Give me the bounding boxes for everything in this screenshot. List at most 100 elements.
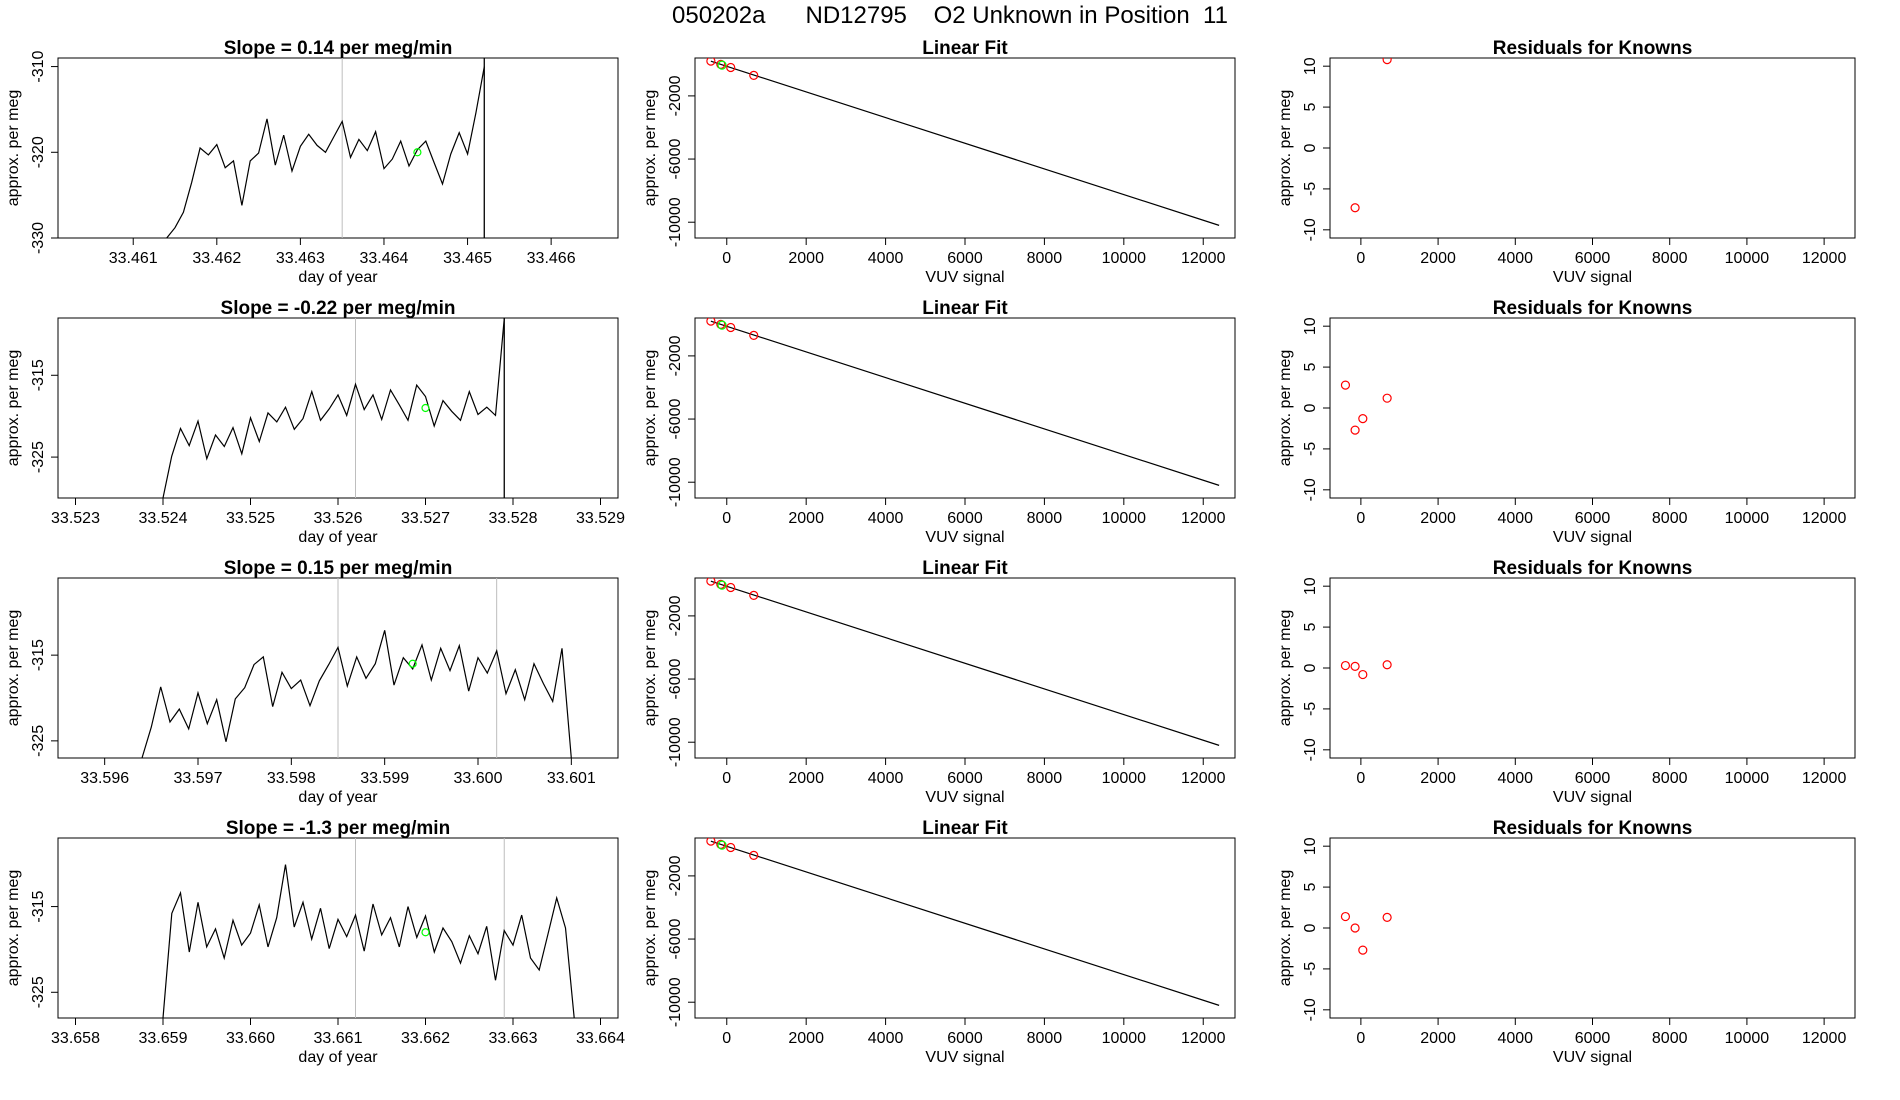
x-axis-label: day of year [298,269,378,286]
known-point [749,850,759,860]
plot-area [1350,58,1392,213]
unknown-point [717,60,727,70]
y-tick-label: 0 [1302,663,1319,672]
plot-frame [694,577,1236,759]
y-axis-label: approx. per meg [1277,870,1294,987]
plot-area [706,838,1220,1006]
x-tick-label: 2000 [788,250,824,267]
panel-r1-c1: Linear Fit 0 2000 4000 6000 8000 10000 12000 -10… [642,298,1236,546]
residual-point [1382,58,1392,65]
panel-title: Linear Fit [922,298,1008,319]
x-tick-label: 33.660 [226,1030,275,1047]
plot-frame [1329,57,1856,239]
x-tick-label: 33.600 [454,770,503,787]
panel-title: Linear Fit [922,558,1008,579]
y-tick-label: -315 [30,639,47,671]
known-point [716,319,726,329]
x-tick-label: 33.662 [401,1030,450,1047]
y-axis-label: approx. per meg [642,870,659,987]
x-tick-label: 6000 [947,1030,983,1047]
known-point [716,839,726,849]
known-point [706,838,716,846]
y-tick-label: -6000 [667,658,684,699]
residual-point [1382,660,1392,670]
x-tick-label: 6000 [1575,250,1611,267]
y-tick-label: -10 [1302,738,1319,761]
x-tick-label: 8000 [1652,770,1688,787]
panel-r1-c0: Slope = -0.22 per meg/min 33.523 33.524 33.… [5,298,625,546]
x-tick-label: 12000 [1802,770,1847,787]
x-tick-label: 0 [1356,250,1365,267]
plot-area [166,58,485,238]
y-tick-label: 10 [1302,317,1319,335]
x-tick-label: 33.524 [139,510,188,527]
mean-point [413,148,422,157]
residual-point [1382,393,1392,403]
x-tick-label: 33.526 [314,510,363,527]
panel-title: Residuals for Knowns [1493,38,1693,59]
x-tick-label: 6000 [947,510,983,527]
x-tick-label: 10000 [1725,510,1770,527]
plot-area [1340,911,1392,955]
x-tick-label: 10000 [1725,770,1770,787]
x-axis-label: VUV signal [1553,1049,1632,1066]
x-tick-label: 0 [1356,510,1365,527]
x-tick-label: 8000 [1027,250,1063,267]
x-tick-label: 33.658 [51,1030,100,1047]
series-line [162,318,505,498]
x-tick-label: 12000 [1802,1030,1847,1047]
x-axis-label: day of year [298,1049,378,1066]
residual-point [1358,669,1368,680]
residual-point [1350,923,1360,933]
y-tick-label: -10 [1302,218,1319,241]
x-tick-label: 33.523 [51,510,100,527]
unknown-point [717,840,727,850]
x-axis-label: VUV signal [1553,789,1632,806]
x-tick-label: 2000 [788,510,824,527]
x-tick-label: 0 [1356,770,1365,787]
y-tick-label: -6000 [667,398,684,439]
y-tick-label: 5 [1302,363,1319,372]
y-tick-label: 5 [1302,883,1319,892]
y-tick-label: 0 [1302,403,1319,412]
panel-title: Slope = 0.14 per meg/min [224,38,453,59]
mean-point [408,659,417,668]
x-tick-label: 8000 [1652,250,1688,267]
x-tick-label: 33.527 [401,510,450,527]
y-tick-label: 5 [1302,103,1319,112]
x-axis-label: VUV signal [925,789,1004,806]
residual-point [1340,660,1351,671]
plot-area [162,318,505,498]
y-tick-label: -6000 [667,138,684,179]
panel-title: Residuals for Knowns [1493,558,1693,579]
x-tick-label: 10000 [1102,1030,1147,1047]
x-tick-label: 12000 [1181,250,1226,267]
x-tick-label: 8000 [1652,510,1688,527]
x-tick-label: 12000 [1181,1030,1226,1047]
y-tick-label: -10000 [667,717,684,767]
x-tick-label: 6000 [1575,770,1611,787]
residual-point [1340,911,1351,922]
plot-frame [694,57,1236,239]
y-axis-label: approx. per meg [5,90,22,207]
panel-title: Linear Fit [922,38,1008,59]
x-tick-label: 33.529 [576,510,625,527]
y-tick-label: 0 [1302,143,1319,152]
series-line [166,66,485,238]
panel-title: Residuals for Knowns [1493,818,1693,839]
y-tick-label: 0 [1302,923,1319,932]
plot-area [706,318,1220,486]
x-tick-label: 2000 [1420,250,1456,267]
x-tick-label: 2000 [788,770,824,787]
panel-r3-c0: Slope = -1.3 per meg/min 33.658 33.659 33.6… [5,818,625,1066]
x-tick-label: 33.659 [139,1030,188,1047]
x-tick-label: 10000 [1102,250,1147,267]
x-tick-label: 0 [722,510,731,527]
x-tick-label: 33.597 [174,770,223,787]
y-tick-label: -10000 [667,977,684,1027]
known-point [749,70,759,80]
known-point [706,318,716,326]
